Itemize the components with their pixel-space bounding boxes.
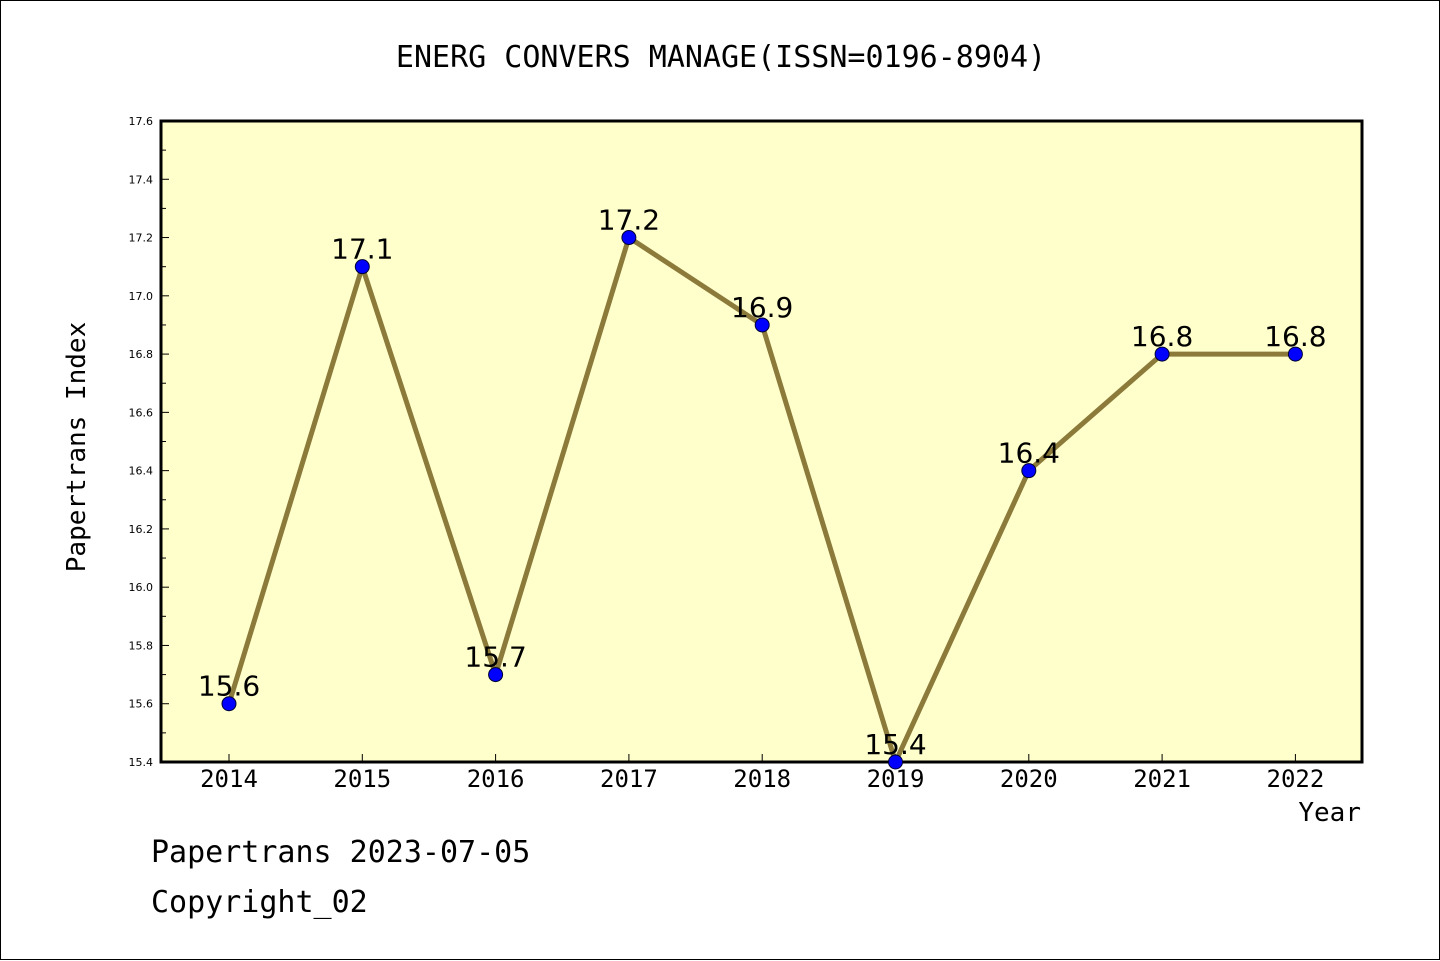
x-tick-label: 2018 — [733, 765, 791, 793]
y-tick-label: 15.4 — [129, 756, 154, 769]
y-tick-label: 16.0 — [129, 581, 154, 594]
data-label: 16.8 — [1131, 320, 1193, 353]
y-tick-label: 17.0 — [129, 290, 154, 303]
x-tick-label: 2021 — [1133, 765, 1191, 793]
y-tick-label: 16.8 — [129, 348, 154, 361]
y-tick-label: 16.4 — [129, 465, 154, 478]
data-point-marker — [621, 230, 637, 246]
y-axis-label: Papertrans Index — [62, 322, 92, 572]
y-tick-label: 17.2 — [129, 232, 154, 245]
footer-date-line: Papertrans 2023-07-05 — [151, 835, 531, 870]
y-tick-label: 15.8 — [129, 639, 154, 652]
data-point-marker — [354, 259, 370, 275]
x-tick-label: 2022 — [1267, 765, 1325, 793]
y-tick-label: 15.6 — [129, 698, 154, 711]
x-tick-label: 2014 — [200, 765, 258, 793]
data-label: 15.7 — [464, 641, 526, 674]
y-tick-label: 17.6 — [129, 115, 154, 128]
x-tick-label: 2017 — [600, 765, 658, 793]
data-point-marker — [1021, 463, 1037, 479]
y-tick-label: 16.6 — [129, 406, 154, 419]
data-point-marker — [754, 317, 770, 333]
series-markers-group — [221, 230, 1303, 770]
x-axis-ticks: 2014 2015 2016 2017 2018 2019 2020 2021 2022 — [200, 754, 1324, 793]
footer-copyright-line: Copyright_02 — [151, 885, 368, 920]
data-label: 17.2 — [598, 204, 660, 237]
chart-title: ENERG CONVERS MANAGE(ISSN=0196-8904) — [396, 40, 1046, 75]
data-point-marker — [488, 667, 504, 683]
data-label: 16.8 — [1264, 320, 1326, 353]
data-point-marker — [1287, 346, 1303, 362]
x-tick-label: 2016 — [467, 765, 525, 793]
data-label: 15.6 — [198, 670, 260, 703]
data-point-marker — [221, 696, 237, 712]
x-tick-label: 2020 — [1000, 765, 1058, 793]
plot-area — [159, 119, 1364, 764]
x-axis-label: Year — [1298, 798, 1361, 828]
y-axis-ticks: 15.4 15.6 15.8 16.0 16.2 16.4 16.6 16.8 17.0 17.2… — [129, 115, 169, 769]
data-label: 16.4 — [998, 437, 1060, 470]
y-tick-label: 16.2 — [129, 523, 154, 536]
x-tick-label: 2019 — [867, 765, 925, 793]
data-labels-group: 15.6 17.1 15.7 17.2 16.9 15.4 16.4 16.8 16.8 — [198, 204, 1327, 761]
data-label: 15.4 — [864, 728, 926, 761]
x-tick-label: 2015 — [333, 765, 391, 793]
data-label: 16.9 — [731, 291, 793, 324]
data-point-marker — [1154, 346, 1170, 362]
data-point-marker — [888, 754, 903, 770]
y-tick-label: 17.4 — [129, 173, 154, 186]
data-label: 17.1 — [331, 233, 393, 266]
